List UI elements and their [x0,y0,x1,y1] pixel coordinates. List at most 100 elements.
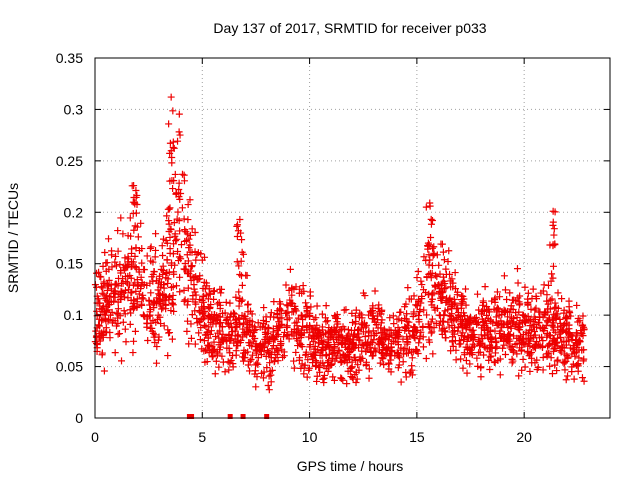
data-point [254,354,262,362]
data-point [365,332,373,340]
data-point [313,377,321,385]
data-point [377,310,385,318]
data-point [510,315,518,323]
data-point [148,327,156,335]
data-point [543,329,551,337]
data-point [176,227,184,235]
data-point [92,327,100,335]
data-point [491,358,499,366]
data-point [103,259,111,267]
x-tick-label: 0 [91,429,99,445]
data-point [180,215,188,223]
zero-flag-marker [264,414,270,419]
data-point [492,337,500,345]
data-point [143,281,151,289]
data-point [345,330,353,338]
data-point [222,298,230,306]
data-point [330,376,338,384]
data-point [153,343,161,351]
data-point [396,326,404,334]
data-point [111,349,119,357]
data-point [360,319,368,327]
data-point [408,354,416,362]
data-point [496,371,504,379]
data-point [105,235,113,243]
data-point [132,193,140,201]
data-point [554,323,562,331]
data-point [573,341,581,349]
data-point [236,271,244,279]
data-point [567,312,575,320]
data-point [241,353,249,361]
data-point [534,341,542,349]
data-point [387,326,395,334]
data-point [459,298,467,306]
data-point [244,308,252,316]
data-point [309,355,317,363]
y-axis-title: SRMTID / TECUs [5,183,21,293]
data-point [556,315,564,323]
data-point [159,270,167,278]
data-point [454,314,462,322]
data-point [379,341,387,349]
data-point [129,209,137,217]
data-point [578,374,586,382]
data-point [304,356,312,364]
y-tick-label: 0.2 [64,204,84,220]
data-point [479,307,487,315]
data-point [191,229,199,237]
data-point [345,353,353,361]
data-point [419,323,427,331]
y-tick-label: 0.15 [56,256,83,272]
data-point [486,366,494,374]
data-point [113,309,121,317]
data-point [296,339,304,347]
data-point [408,366,416,374]
data-point [579,332,587,340]
data-point [493,306,501,314]
data-point [262,328,270,336]
data-point [149,300,157,308]
data-point [200,337,208,345]
data-point [221,368,229,376]
data-point [329,373,337,381]
data-point [265,324,273,332]
data-point [270,313,278,321]
data-point [237,272,245,280]
data-point [237,336,245,344]
data-point [574,360,582,368]
data-point [422,257,430,265]
data-point [492,318,500,326]
data-point [481,283,489,291]
data-point [477,340,485,348]
data-point [294,314,302,322]
data-point [563,314,571,322]
data-point [234,331,242,339]
data-point [572,361,580,369]
data-point [98,331,106,339]
data-point [143,252,151,260]
data-point [526,367,534,375]
data-point [554,356,562,364]
data-point [259,316,267,324]
data-point [319,375,327,383]
data-point [234,342,242,350]
data-point [321,314,329,322]
data-point [211,370,219,378]
data-point [486,335,494,343]
data-point [445,323,453,331]
data-point [164,279,172,287]
data-point [128,262,136,270]
data-point [177,241,185,249]
data-point [566,331,574,339]
data-point [417,328,425,336]
data-point [435,311,443,319]
data-point [137,273,145,281]
data-point [100,278,108,286]
data-point [483,311,491,319]
data-point [130,296,138,304]
data-point [98,349,106,357]
data-point [302,299,310,307]
data-point [372,329,380,337]
points-layer [91,93,588,394]
